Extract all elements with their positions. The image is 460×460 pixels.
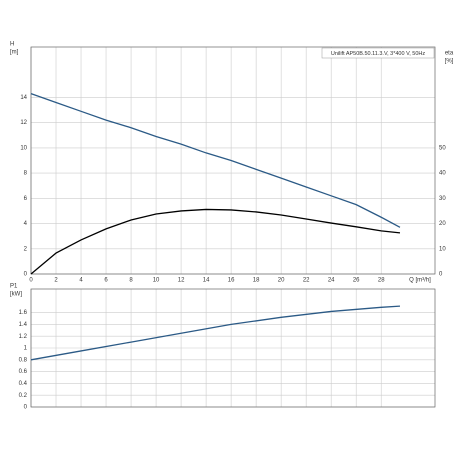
y-tick-label: 4 (24, 221, 28, 227)
x-tick-label: 12 (178, 278, 185, 284)
y-tick-label: 0 (24, 272, 28, 278)
x-axis-label: Q [m³/h] (409, 278, 431, 284)
y2-axis-label: eta (445, 51, 454, 57)
y2-tick-label: 50 (439, 145, 446, 151)
y2-tick-label: 30 (439, 196, 446, 202)
y-tick-label: 0.2 (19, 393, 28, 399)
plot-frame (30, 46, 436, 275)
y-tick-label: 1 (24, 346, 28, 352)
title-box (321, 47, 435, 59)
y-axis-label: [kW] (10, 292, 22, 298)
y-tick-label: 8 (24, 171, 28, 177)
y-tick-label: 14 (20, 95, 27, 101)
x-tick-label: 8 (129, 278, 133, 284)
curve (30, 93, 401, 228)
y2-axis-label: [%] (445, 59, 454, 65)
y-axis-label: H (10, 42, 14, 48)
curve (30, 305, 401, 361)
y-tick-label: 0.4 (19, 381, 28, 387)
y-tick-label: 1.6 (19, 310, 28, 316)
x-tick-label: 18 (253, 278, 260, 284)
x-tick-label: 2 (54, 278, 58, 284)
y-axis-label: P1 (10, 284, 18, 290)
chart-title: Unilift AP50B.50.11.3.V, 3*400 V, 50Hz (331, 51, 426, 57)
x-tick-label: 28 (378, 278, 385, 284)
y-tick-label: 6 (24, 196, 28, 202)
y-tick-label: 0.8 (19, 357, 28, 363)
y-tick-label: 0.6 (19, 369, 28, 375)
y2-tick-label: 10 (439, 246, 446, 252)
x-tick-label: 14 (203, 278, 210, 284)
y2-tick-label: 40 (439, 171, 446, 177)
curve (30, 208, 401, 275)
x-tick-label: 0 (29, 278, 33, 284)
y-axis-label: [m] (10, 50, 19, 56)
x-tick-label: 20 (278, 278, 285, 284)
y2-tick-label: 20 (439, 221, 446, 227)
x-tick-label: 26 (353, 278, 360, 284)
x-tick-label: 22 (303, 278, 310, 284)
y2-tick-label: 0 (439, 272, 443, 278)
plot-frame (30, 288, 436, 408)
x-tick-label: 4 (79, 278, 83, 284)
x-tick-label: 24 (328, 278, 335, 284)
y-tick-label: 1.2 (19, 334, 28, 340)
y-tick-label: 12 (20, 120, 27, 126)
y-tick-label: 2 (24, 246, 28, 252)
x-tick-label: 16 (228, 278, 235, 284)
x-tick-label: 10 (153, 278, 160, 284)
x-tick-label: 6 (104, 278, 108, 284)
y-tick-label: 0 (24, 405, 28, 411)
y-tick-label: 1.4 (19, 322, 28, 328)
y-tick-label: 10 (20, 145, 27, 151)
